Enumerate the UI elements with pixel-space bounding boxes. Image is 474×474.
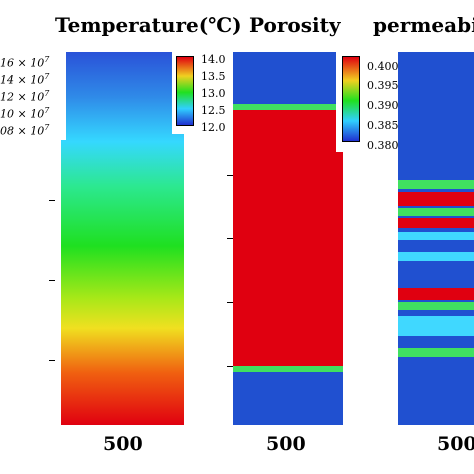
perm-band-1	[398, 180, 474, 189]
perm-band-4	[398, 218, 474, 228]
perm-band-2	[398, 192, 474, 206]
porosity-ytick-4	[227, 366, 233, 367]
porosity-ytick-3	[227, 302, 233, 303]
porosity-colorbar-tick-0: 0.400	[367, 60, 399, 73]
perm-band-7	[398, 288, 474, 300]
porosity-high-zone	[233, 110, 343, 366]
sci-label-box	[0, 52, 66, 140]
porosity-boundary-top	[233, 104, 343, 110]
porosity-title: Porosity	[249, 13, 341, 37]
perm-band-5	[398, 232, 474, 240]
temperature-colorbar-tick-2: 13.0	[201, 87, 226, 100]
sci-label-1: 14 × 107	[0, 72, 50, 87]
temperature-xtick-label: 500	[103, 433, 143, 455]
temperature-title: Temperature(℃)	[55, 13, 242, 37]
sci-label-0: 16 × 107	[0, 55, 50, 70]
porosity-xtick-label: 500	[266, 433, 306, 455]
porosity-colorbar-tick-1: 0.395	[367, 79, 399, 92]
porosity-colorbar-tick-4: 0.380	[367, 139, 399, 152]
porosity-ytick-1	[227, 175, 233, 176]
perm-band-3	[398, 208, 474, 216]
sci-label-3: 10 × 107	[0, 106, 50, 121]
permeability-title: permeabi	[373, 13, 474, 37]
permeability-panel	[398, 52, 474, 425]
porosity-ytick-2	[227, 238, 233, 239]
sci-label-2: 12 × 107	[0, 89, 50, 104]
perm-band-8	[398, 302, 474, 310]
temperature-colorbar	[176, 56, 194, 126]
porosity-boundary-bottom	[233, 366, 343, 372]
temperature-colorbar-tick-3: 12.5	[201, 104, 226, 117]
porosity-panel	[233, 52, 343, 425]
perm-band-10	[398, 348, 474, 357]
temperature-colorbar-tick-0: 14.0	[201, 53, 226, 66]
temperature-ytick-1	[49, 200, 55, 201]
temperature-colorbar-tick-1: 13.5	[201, 70, 226, 83]
temperature-ytick-3	[49, 360, 55, 361]
temperature-ytick-2	[49, 280, 55, 281]
sci-label-4: 08 × 107	[0, 123, 50, 138]
porosity-colorbar	[342, 56, 360, 142]
perm-band-6	[398, 252, 474, 261]
porosity-colorbar-tick-2: 0.390	[367, 99, 399, 112]
porosity-colorbar-tick-3: 0.385	[367, 119, 399, 132]
permeability-xtick-label: 500	[437, 433, 474, 455]
perm-band-9	[398, 316, 474, 336]
temperature-colorbar-tick-4: 12.0	[201, 121, 226, 134]
temperature-panel	[61, 52, 184, 425]
